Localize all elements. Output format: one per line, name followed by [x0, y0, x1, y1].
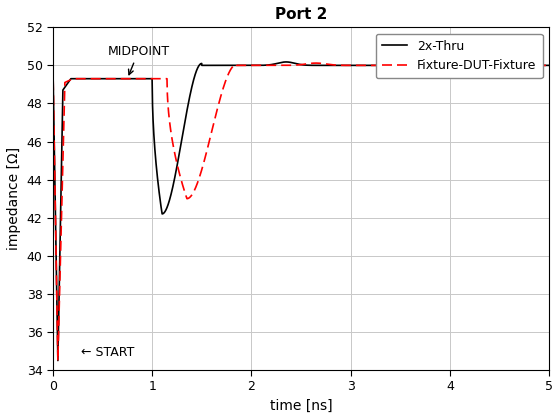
2x-Thru	[365, 63, 372, 68]
Line: 2x-Thru: 2x-Thru	[53, 62, 549, 360]
Fixture-DUT-Fixture	[49, 63, 56, 68]
Fixture-DUT-Fixture	[365, 63, 372, 68]
2x-Thru	[444, 63, 451, 68]
2x-Thru	[49, 63, 56, 68]
Fixture-DUT-Fixture	[418, 63, 424, 68]
Line: Fixture-DUT-Fixture: Fixture-DUT-Fixture	[53, 63, 549, 360]
Fixture-DUT-Fixture	[312, 60, 319, 66]
2x-Thru	[343, 63, 350, 68]
Text: MIDPOINT: MIDPOINT	[108, 45, 170, 75]
Title: Port 2: Port 2	[275, 7, 327, 22]
2x-Thru	[54, 358, 61, 363]
2x-Thru	[229, 63, 236, 68]
Fixture-DUT-Fixture	[54, 358, 61, 363]
Fixture-DUT-Fixture	[229, 64, 236, 69]
Legend: 2x-Thru, Fixture-DUT-Fixture: 2x-Thru, Fixture-DUT-Fixture	[376, 34, 543, 78]
Fixture-DUT-Fixture	[444, 63, 451, 68]
Fixture-DUT-Fixture	[545, 63, 552, 68]
2x-Thru	[283, 59, 290, 64]
2x-Thru	[418, 63, 424, 68]
Fixture-DUT-Fixture	[343, 63, 350, 68]
Text: ← START: ← START	[81, 346, 134, 360]
Y-axis label: impedance [Ω]: impedance [Ω]	[7, 147, 21, 250]
Fixture-DUT-Fixture	[74, 76, 81, 81]
X-axis label: time [ns]: time [ns]	[270, 399, 332, 413]
2x-Thru	[545, 63, 552, 68]
2x-Thru	[74, 76, 81, 81]
